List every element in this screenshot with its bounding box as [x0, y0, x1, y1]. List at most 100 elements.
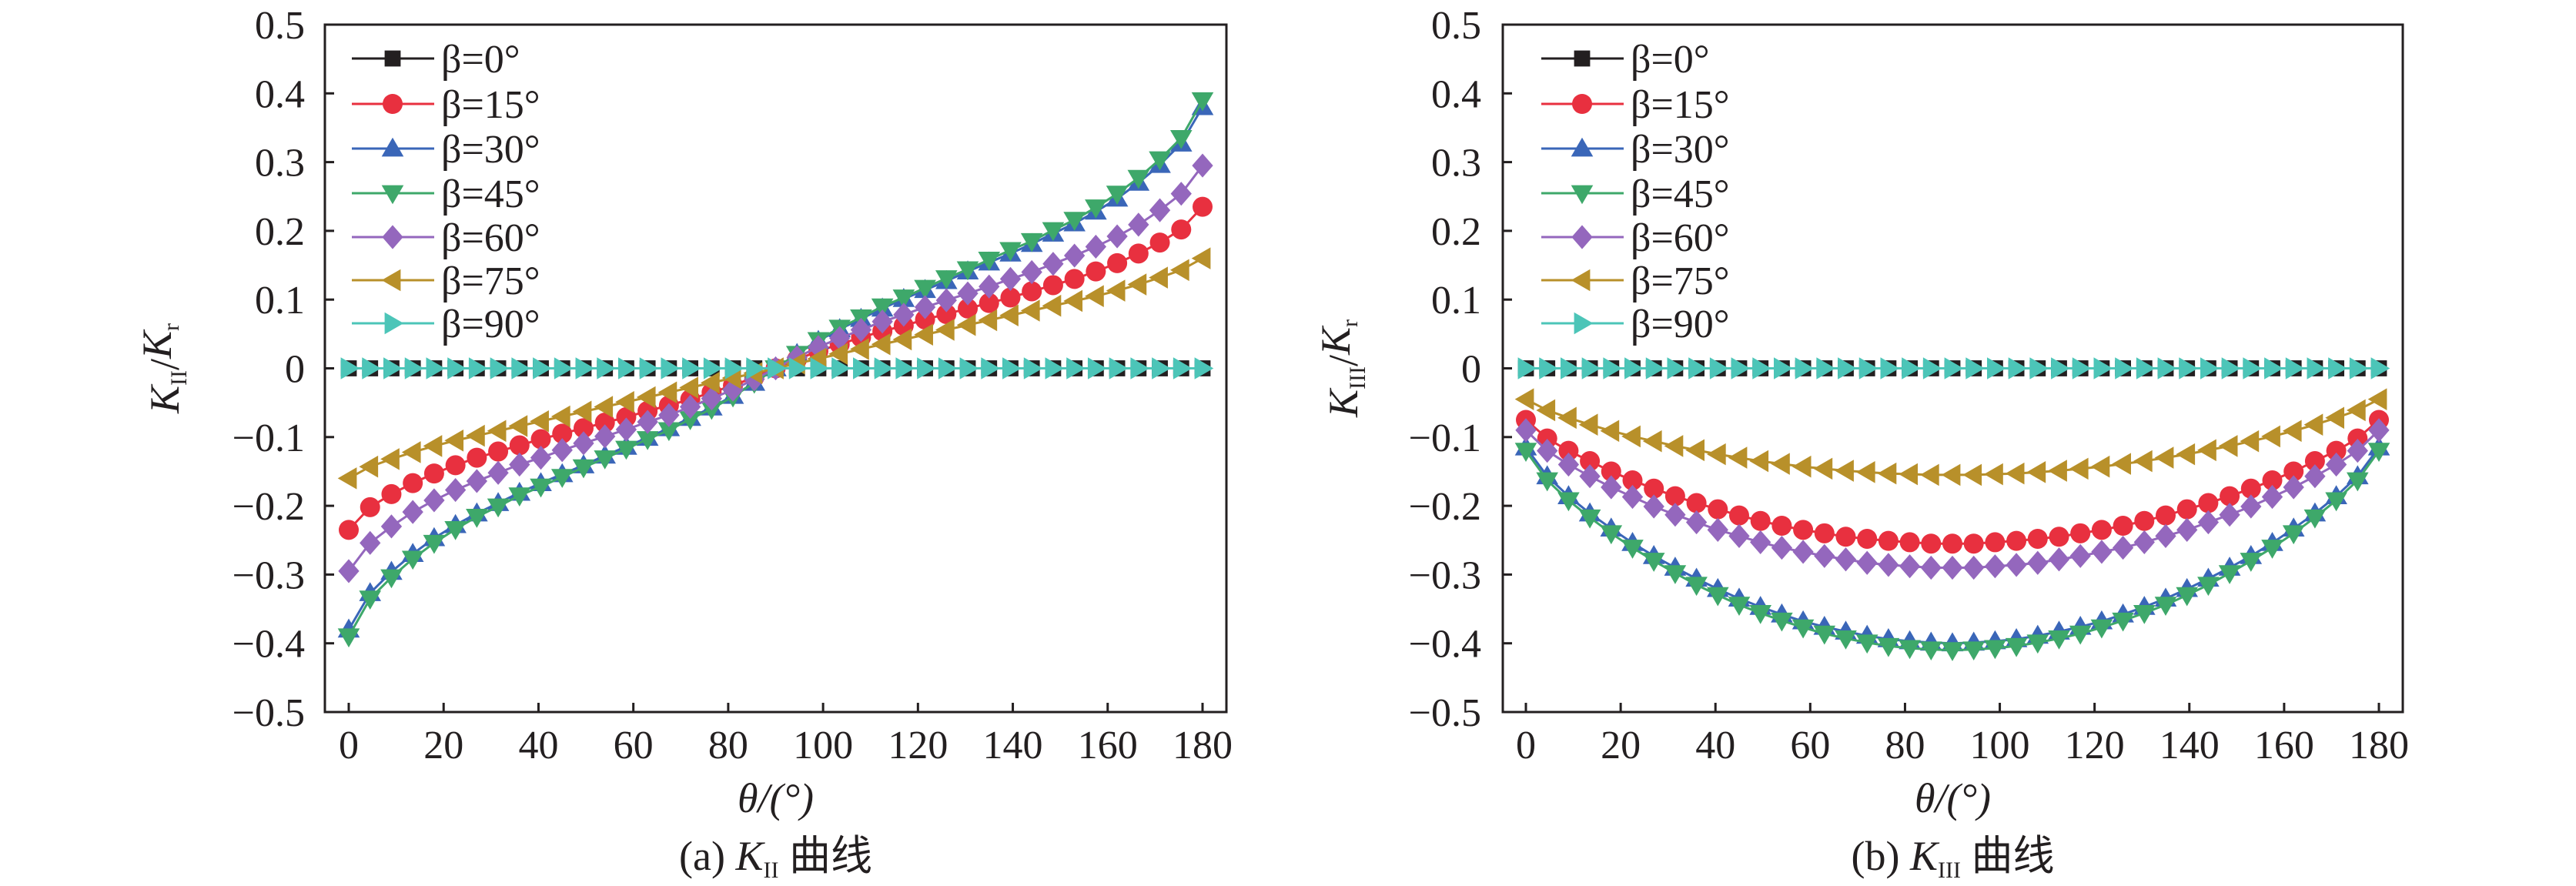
x-tick-label: 80 [1885, 724, 1925, 767]
data-point [1878, 530, 1899, 551]
data-point [2134, 510, 2155, 531]
data-point [979, 293, 999, 313]
data-point [426, 357, 446, 379]
data-point [550, 469, 574, 488]
data-point [2282, 420, 2302, 443]
data-point [1902, 357, 1921, 379]
data-point [1622, 470, 1643, 491]
data-point [1984, 640, 2006, 660]
data-point [1045, 357, 1065, 379]
series-triangle-left [1514, 388, 2387, 486]
data-point [2005, 462, 2025, 485]
data-point [1580, 451, 1601, 472]
data-point [895, 357, 915, 379]
data-point [1579, 464, 1601, 489]
data-point [1791, 619, 1815, 639]
data-point [1835, 630, 1857, 650]
y-label-part: / [142, 359, 188, 370]
data-point [1731, 357, 1751, 379]
data-point [1835, 547, 1857, 572]
data-point [1963, 533, 1984, 554]
data-point [914, 323, 933, 346]
data-point [508, 487, 531, 507]
data-point [403, 473, 423, 493]
data-point [2093, 357, 2113, 379]
plot-frame [1501, 23, 2404, 714]
x-tick-label: 140 [983, 724, 1043, 767]
data-point [1667, 357, 1687, 379]
data-point [2026, 461, 2046, 483]
data-point [661, 357, 681, 379]
data-point [978, 252, 1001, 271]
data-point [1170, 182, 1192, 206]
data-point [1685, 510, 1708, 535]
data-point [1173, 357, 1193, 379]
data-point [2347, 439, 2368, 463]
data-point [1920, 555, 1942, 580]
data-point [1685, 439, 1705, 462]
data-point [2347, 428, 2368, 449]
y-tick-label: −0.5 [1409, 691, 1481, 735]
data-point [1066, 357, 1086, 379]
data-point [2240, 430, 2260, 453]
data-point [423, 435, 443, 457]
data-point [2154, 597, 2177, 616]
data-point [1771, 515, 1792, 536]
data-point [2304, 464, 2326, 489]
data-point [831, 357, 851, 379]
data-point [550, 405, 570, 428]
data-point [1601, 461, 1621, 482]
data-point [768, 357, 787, 379]
data-point [637, 410, 658, 434]
data-point [2368, 418, 2390, 443]
data-point [530, 429, 551, 450]
data-point [2307, 357, 2327, 379]
series-triangle-down [1514, 443, 2390, 661]
data-point [1920, 641, 1942, 661]
data-point [338, 559, 360, 583]
data-point [810, 357, 830, 379]
x-tick-label: 20 [423, 724, 463, 767]
data-point [1127, 169, 1150, 189]
data-point [914, 295, 936, 319]
data-point [2240, 553, 2263, 572]
data-point [2027, 550, 2049, 575]
data-point [594, 396, 614, 418]
data-point [828, 343, 848, 366]
data-point [1664, 486, 1685, 507]
data-point [1107, 252, 1128, 273]
data-point [871, 333, 891, 356]
data-point [1561, 357, 1580, 379]
data-point [2156, 505, 2176, 526]
data-point [959, 357, 979, 379]
figure-caption: (a) KII 曲线 [679, 833, 872, 883]
y-tick-label: 0.4 [255, 72, 305, 116]
data-point [1813, 625, 1836, 645]
data-point [1941, 463, 1961, 486]
data-point [1020, 232, 1043, 252]
data-point [2282, 525, 2305, 545]
data-point [2091, 520, 2112, 540]
data-point [914, 279, 936, 299]
data-point [2154, 446, 2174, 469]
data-point [1795, 357, 1815, 379]
data-point [615, 390, 634, 413]
data-point [466, 508, 488, 528]
data-point [1149, 151, 1171, 171]
y-tick-label: −0.3 [233, 553, 305, 597]
data-point [1771, 535, 1793, 560]
data-point [1685, 577, 1708, 597]
data-point [999, 266, 1022, 292]
data-point [1169, 259, 1189, 282]
series-triangle-right [1517, 357, 2390, 379]
data-point [2264, 357, 2283, 379]
data-point [1644, 478, 1664, 499]
data-point [1728, 446, 1748, 469]
data-point [956, 313, 976, 336]
legend-item: β=15° [1541, 83, 1730, 127]
data-point [1987, 357, 2006, 379]
y-label-part: / [1320, 355, 1367, 366]
data-point [1086, 261, 1106, 282]
data-point [722, 377, 744, 402]
